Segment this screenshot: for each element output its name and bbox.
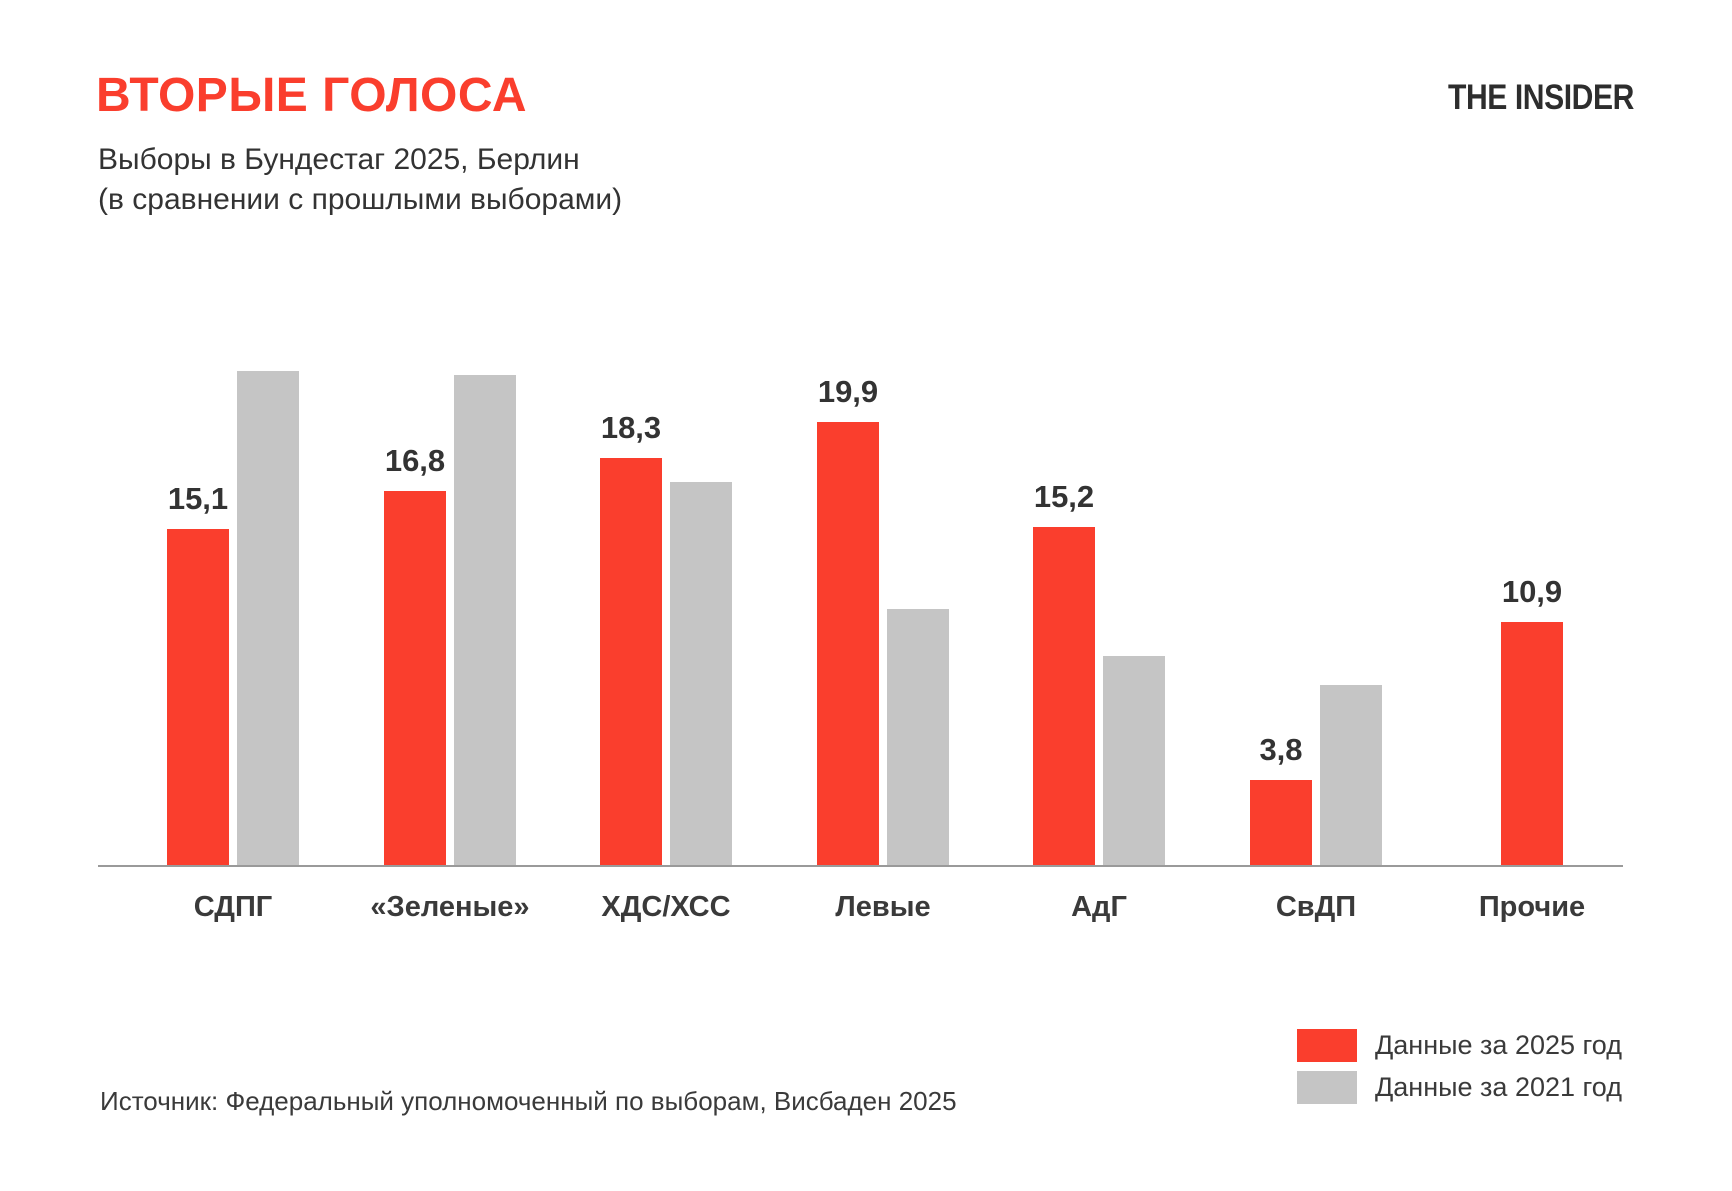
bar-group-2: 16,8 «Зеленые»: [370, 300, 530, 923]
bar-2021-СДПГ: [237, 371, 299, 865]
category-label-СДПГ: СДПГ: [193, 891, 273, 923]
category-label-Прочие: Прочие: [1478, 891, 1586, 923]
bar-group-6: 3,8 СвДП: [1250, 300, 1382, 923]
legend-label-2021: Данные за 2021 год: [1375, 1072, 1622, 1102]
category-label-Левые: Левые: [835, 891, 931, 923]
category-label-«Зеленые»: «Зеленые»: [370, 891, 530, 923]
category-label-СвДП: СвДП: [1275, 891, 1357, 923]
bar-2025-ХДС/ХСС: 18,3: [600, 410, 662, 865]
legend-swatch-2025: [1297, 1029, 1357, 1062]
chart-subtitle: Выборы в Бундестаг 2025, Берлин (в сравн…: [98, 140, 622, 220]
source-note: Источник: Федеральный уполномоченный по …: [100, 1086, 957, 1116]
legend-label-2025: Данные за 2025 год: [1375, 1030, 1622, 1060]
legend-swatch-2021: [1297, 1071, 1357, 1104]
value-label-«Зеленые»: 16,8: [384, 443, 446, 478]
legend: Данные за 2025 год Данные за 2021 год: [1297, 1029, 1622, 1104]
category-label-АдГ: АдГ: [1071, 891, 1127, 923]
subtitle-line-2: (в сравнении с прошлыми выборами): [98, 183, 623, 216]
value-label-ХДС/ХСС: 18,3: [600, 410, 662, 445]
plot-area: 15,1 СДПГ 16,8 «Зеленые» 18,3 ХДС/ХСС 19,9 Левы…: [98, 300, 1623, 923]
bar-2025-«Зеленые»: 16,8: [384, 443, 446, 865]
value-label-СДПГ: 15,1: [167, 481, 229, 516]
legend-item-2021: Данные за 2021 год: [1297, 1071, 1622, 1104]
x-axis-line: [98, 865, 1623, 867]
bar-group-5: 15,2 АдГ: [1033, 300, 1165, 923]
bar-2021-Левые: [887, 609, 949, 865]
value-label-Левые: 19,9: [817, 374, 879, 409]
bar-group-4: 19,9 Левые: [817, 300, 949, 923]
legend-item-2025: Данные за 2025 год: [1297, 1029, 1622, 1062]
the-insider-logo: THE INSIDER: [1448, 78, 1634, 117]
value-label-АдГ: 15,2: [1033, 479, 1095, 514]
bar-2025-Прочие: 10,9: [1501, 574, 1563, 865]
page-title: ВТОРЫЕ ГОЛОСА: [96, 69, 528, 122]
value-label-Прочие: 10,9: [1501, 574, 1563, 609]
bar-2025-АдГ: 15,2: [1033, 479, 1095, 865]
bar-2025-СвДП: 3,8: [1250, 732, 1312, 865]
bar-group-7: 10,9 Прочие: [1466, 300, 1598, 923]
bar-group-1: 15,1 СДПГ: [167, 300, 299, 923]
bar-2025-СДПГ: 15,1: [167, 481, 229, 865]
value-label-СвДП: 3,8: [1259, 732, 1303, 767]
bar-2021-СвДП: [1320, 685, 1382, 865]
bar-2021-«Зеленые»: [454, 375, 516, 865]
bar-2021-ХДС/ХСС: [670, 482, 732, 865]
bar-2025-Левые: 19,9: [817, 374, 879, 865]
category-label-ХДС/ХСС: ХДС/ХСС: [601, 891, 731, 923]
subtitle-line-1: Выборы в Бундестаг 2025, Берлин: [98, 143, 580, 176]
bar-2021-АдГ: [1103, 656, 1165, 865]
bar-group-3: 18,3 ХДС/ХСС: [600, 300, 732, 923]
